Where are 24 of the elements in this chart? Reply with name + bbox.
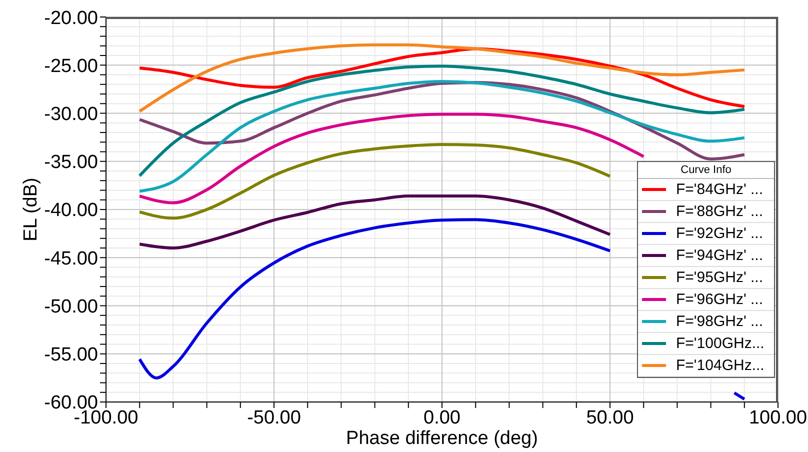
legend-label: F='84GHz' ... xyxy=(676,181,764,198)
legend-title: Curve Info xyxy=(638,162,774,179)
legend-label: F='104GHz... xyxy=(676,357,764,374)
legend-label: F='88GHz' ... xyxy=(676,203,764,220)
legend-label: F='100GHz... xyxy=(676,335,764,352)
x-tick-label: 100.00 xyxy=(748,407,808,428)
y-tick-label: -35.00 xyxy=(44,152,98,174)
y-tick-label: -45.00 xyxy=(44,248,98,270)
y-tick-label: -55.00 xyxy=(44,344,98,366)
y-tick-label: -25.00 xyxy=(44,56,98,77)
y-tick-label: -50.00 xyxy=(44,296,98,318)
legend-label: F='92GHz' ... xyxy=(676,225,764,242)
x-axis-title: Phase difference (deg) xyxy=(346,428,538,449)
x-tick-label: 50.00 xyxy=(586,407,634,428)
legend-label: F='96GHz' ... xyxy=(676,291,764,308)
legend-label: F='98GHz' ... xyxy=(676,313,764,330)
y-tick-label: -30.00 xyxy=(44,104,98,125)
x-tick-label: 0.00 xyxy=(424,407,460,428)
y-tick-label: -20.00 xyxy=(44,8,98,29)
legend-label: F='95GHz' ... xyxy=(676,269,764,286)
y-tick-label: -40.00 xyxy=(44,200,98,222)
y-axis-title: EL (dB) xyxy=(20,178,42,242)
x-tick-label: -50.00 xyxy=(247,407,301,428)
legend-label: F='94GHz' ... xyxy=(676,247,764,264)
